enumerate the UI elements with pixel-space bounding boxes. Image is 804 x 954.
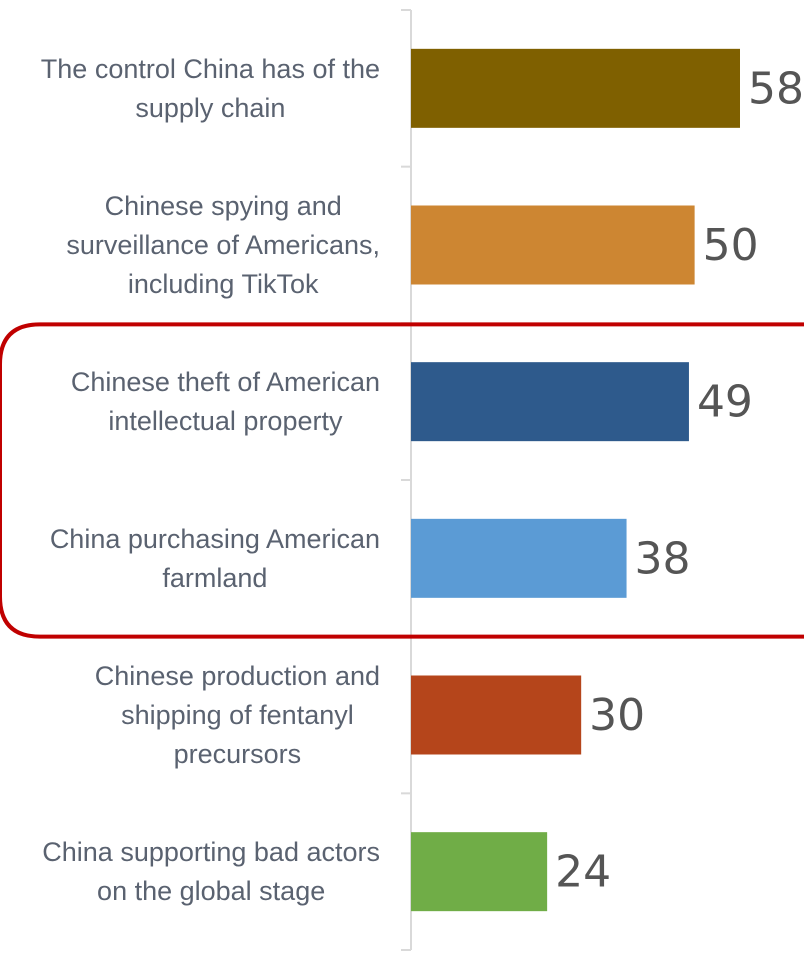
category-label: The control China has of the supply chain bbox=[41, 54, 380, 123]
bar-value-label: 38 bbox=[635, 533, 691, 584]
bar bbox=[411, 48, 740, 128]
bar bbox=[411, 675, 582, 755]
bar-value-label: 30 bbox=[589, 690, 645, 741]
bar-value-label: 58 bbox=[748, 63, 804, 114]
bar-value-label: 49 bbox=[697, 377, 753, 428]
category-label: China supporting bad actors on the global… bbox=[42, 837, 380, 906]
bar bbox=[411, 832, 548, 912]
category-label: Chinese spying and surveillance of Americ… bbox=[66, 191, 380, 299]
category-label: Chinese production and shipping of fentan… bbox=[95, 661, 380, 769]
bar bbox=[411, 362, 689, 442]
highlight-outline bbox=[0, 322, 804, 639]
bar-value-label: 24 bbox=[555, 847, 611, 898]
category-label: Chinese theft of American intellectual pr… bbox=[71, 367, 380, 436]
bar bbox=[411, 518, 627, 598]
category-label: China purchasing American farmland bbox=[50, 524, 380, 593]
bar-value-label: 50 bbox=[703, 220, 759, 271]
bar bbox=[411, 205, 695, 285]
